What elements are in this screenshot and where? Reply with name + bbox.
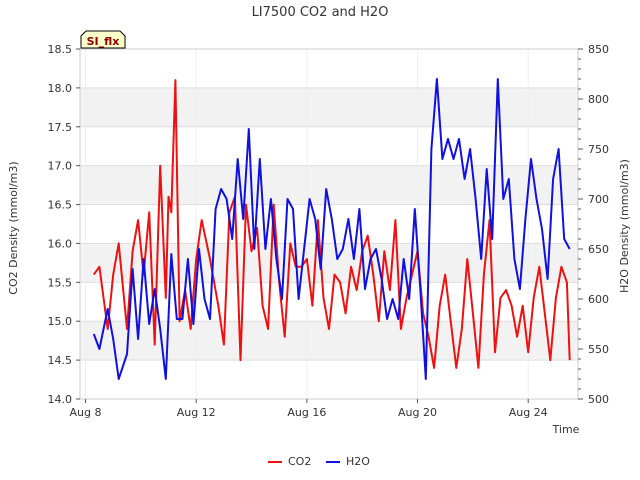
- x-tick-label: Aug 20: [398, 406, 437, 419]
- y-axis-left-label: CO2 Density (mmol/m3): [7, 161, 20, 294]
- series-line-h2o: [92, 78, 571, 380]
- background-band: [80, 87, 578, 127]
- y-right-tick-label: 600: [588, 293, 609, 306]
- legend-label-h2o: H2O: [346, 455, 370, 468]
- x-tick-label: Aug 24: [509, 406, 548, 419]
- y-left-tick-label: 15.5: [48, 276, 73, 289]
- chart-title: LI7500 CO2 and H2O: [252, 5, 389, 20]
- y-right-tick-label: 850: [588, 43, 609, 56]
- y-left-tick-label: 15.0: [48, 315, 73, 328]
- x-axis-label: Time: [552, 423, 580, 436]
- y-right-tick-label: 750: [588, 143, 609, 156]
- background-band: [80, 243, 578, 283]
- y-right-tick-label: 800: [588, 93, 609, 106]
- x-axis-ticks: Aug 8 Aug 12 Aug 16 Aug 20 Aug 24: [70, 399, 548, 419]
- y-left-tick-label: 16.0: [48, 237, 73, 250]
- x-tick-label: Aug 16: [287, 406, 326, 419]
- badge-label: SI_flx: [87, 35, 120, 48]
- series-lines: [92, 78, 571, 380]
- legend: CO2 H2O: [268, 455, 370, 468]
- y-left-tick-label: 16.5: [48, 199, 73, 212]
- x-tick-label: Aug 8: [70, 406, 102, 419]
- badge: SI_flx: [80, 30, 126, 49]
- y-axis-left-ticks: 14.0 14.5 15.0 15.5 16.0 16.5 17.0 17.5 18.0 18.5: [48, 43, 80, 406]
- y-left-tick-label: 14.0: [48, 393, 73, 406]
- series-line-co2: [92, 79, 571, 369]
- y-axis-right-label: H2O Density (mmol/m3): [618, 159, 631, 293]
- y-left-tick-label: 18.0: [48, 82, 73, 95]
- y-left-tick-label: 14.5: [48, 354, 73, 367]
- y-left-tick-label: 17.0: [48, 160, 73, 173]
- y-left-tick-label: 18.5: [48, 43, 73, 56]
- y-right-tick-label: 500: [588, 393, 609, 406]
- x-tick-label: Aug 12: [177, 406, 216, 419]
- plot-frame: [79, 48, 579, 400]
- y-right-tick-label: 650: [588, 243, 609, 256]
- legend-label-co2: CO2: [288, 455, 311, 468]
- y-right-tick-label: 550: [588, 343, 609, 356]
- y-right-tick-label: 700: [588, 193, 609, 206]
- y-axis-right-ticks: 500 550 600 650 700 750 800 850: [578, 43, 609, 406]
- y-left-tick-label: 17.5: [48, 121, 73, 134]
